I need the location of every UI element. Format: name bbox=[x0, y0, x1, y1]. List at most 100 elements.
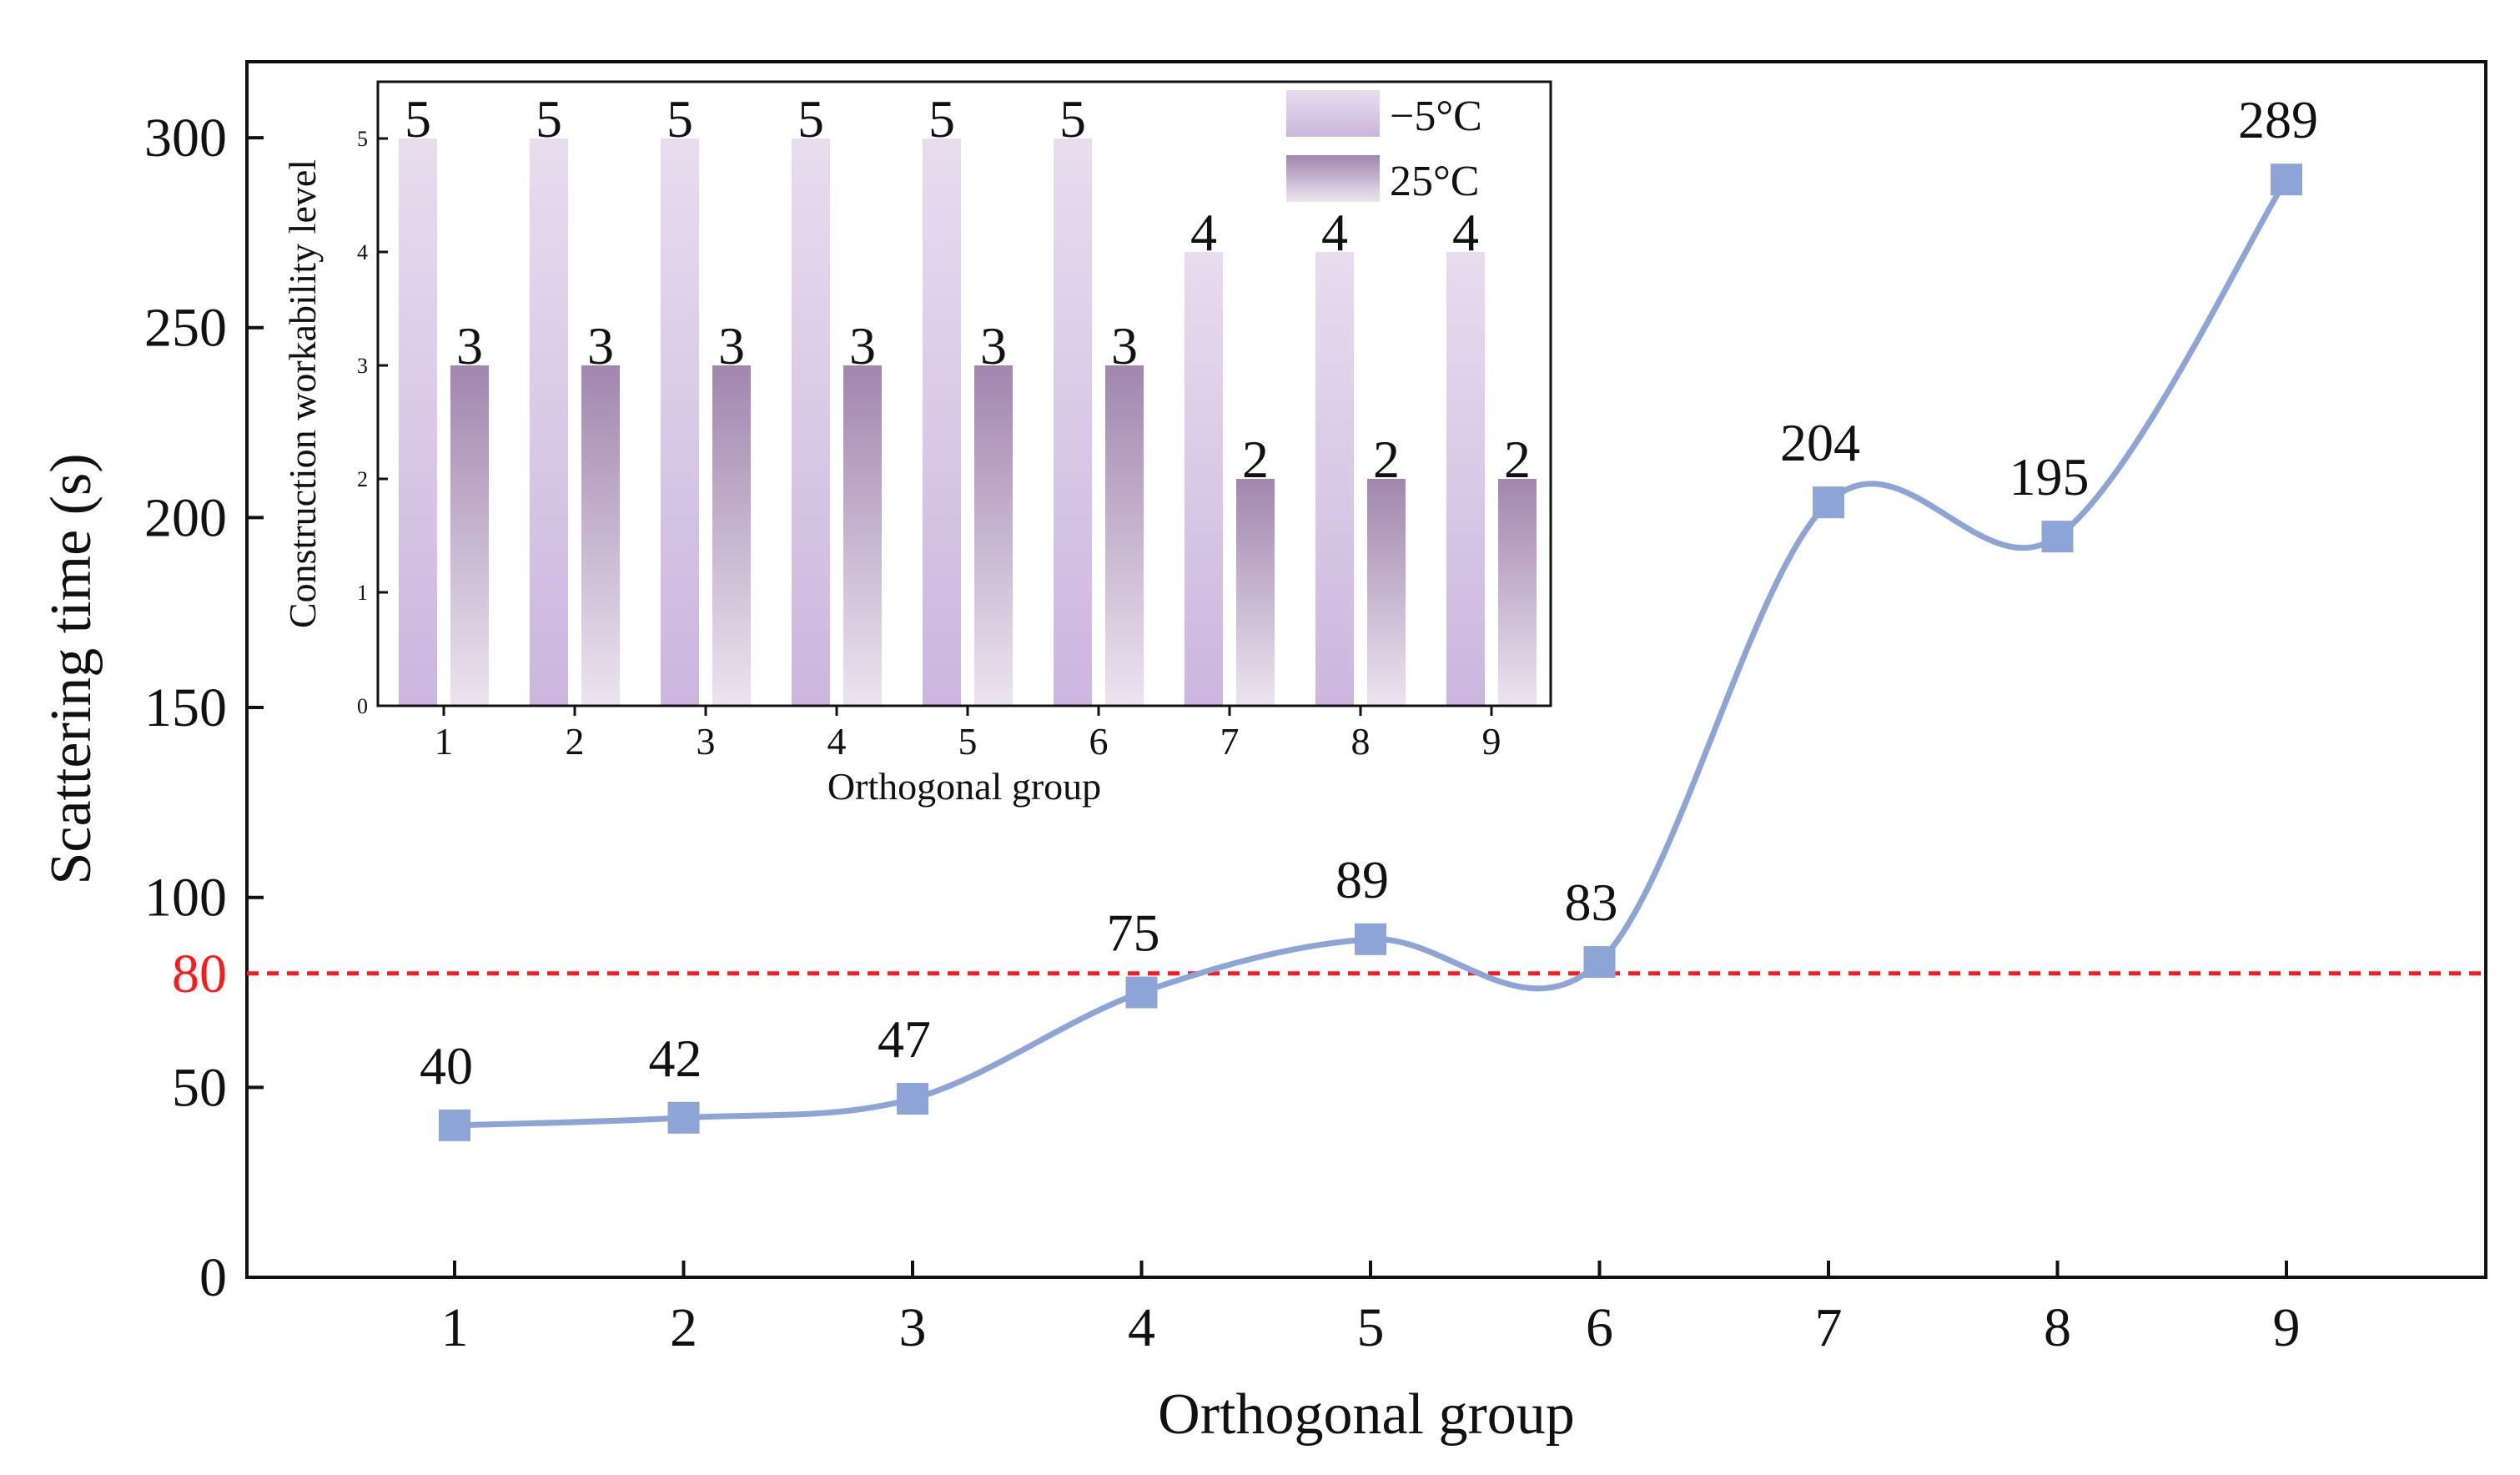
legend: −5°C 25°C bbox=[1286, 90, 1482, 205]
main-x-axis-label: Orthogonal group bbox=[1158, 1382, 1575, 1447]
inset-bar-label: 2 bbox=[1373, 430, 1400, 489]
inset-bar bbox=[923, 138, 961, 706]
main-y-tick-label: 100 bbox=[144, 868, 227, 929]
inset-bar-label: 3 bbox=[980, 316, 1007, 375]
inset-bar bbox=[1105, 365, 1144, 706]
main-x-axis: 1 2 3 4 5 6 7 8 9 bbox=[441, 1261, 2301, 1358]
main-y-tick-label: 50 bbox=[172, 1057, 227, 1118]
inset-bars bbox=[399, 138, 1537, 706]
series-marker bbox=[1355, 923, 1386, 955]
inset-bar bbox=[1054, 138, 1092, 706]
main-x-tick-label: 6 bbox=[1586, 1297, 1613, 1358]
inset-bar-label: 4 bbox=[1452, 203, 1479, 262]
series-data-label: 47 bbox=[878, 1009, 931, 1069]
inset-bar-label: 3 bbox=[456, 316, 483, 375]
inset-y-axis-label: Construction workability level bbox=[281, 159, 324, 628]
inset-x-tick-label: 5 bbox=[958, 720, 978, 763]
legend-swatch-minus5c bbox=[1286, 90, 1380, 137]
inset-bar bbox=[792, 138, 830, 706]
inset-x-tick-label: 2 bbox=[566, 720, 585, 763]
series-marker bbox=[439, 1109, 470, 1141]
inset-y-tick-label: 4 bbox=[357, 240, 368, 264]
inset-x-tick-label: 3 bbox=[697, 720, 716, 763]
inset-x-tick-label: 1 bbox=[435, 720, 454, 763]
main-y-tick-label: 150 bbox=[144, 677, 227, 738]
main-plot-frame bbox=[245, 60, 2487, 1279]
series-data-label: 289 bbox=[2238, 90, 2318, 149]
series-marker bbox=[2271, 164, 2302, 196]
inset-x-axis: 1 2 3 4 5 6 7 8 9 bbox=[435, 706, 1501, 763]
inset-bar bbox=[1367, 479, 1406, 706]
inset-bar-label: 2 bbox=[1504, 430, 1531, 489]
series-marker bbox=[2041, 521, 2074, 553]
series-marker bbox=[1813, 486, 1844, 519]
inset-bar bbox=[1185, 252, 1223, 706]
inset-bar bbox=[530, 138, 568, 706]
inset-bar bbox=[450, 365, 489, 706]
inset-y-tick-label: 3 bbox=[357, 354, 368, 378]
main-x-tick-label: 4 bbox=[1128, 1297, 1155, 1358]
inset-bar-label: 3 bbox=[587, 316, 614, 375]
series-markers bbox=[439, 164, 2302, 1141]
inset-bar bbox=[581, 365, 620, 706]
legend-label-25c: 25°C bbox=[1390, 158, 1479, 205]
inset-bar-label: 5 bbox=[536, 89, 562, 149]
legend-label-minus5c: −5°C bbox=[1390, 93, 1482, 140]
inset-bar bbox=[974, 365, 1013, 706]
inset-bar-label: 5 bbox=[1059, 89, 1086, 149]
series-marker bbox=[897, 1083, 928, 1115]
inset-y-tick-label: 5 bbox=[357, 127, 368, 151]
series-data-label: 75 bbox=[1107, 904, 1160, 963]
inset-bar-label: 5 bbox=[666, 89, 693, 149]
series-data-label: 204 bbox=[1780, 413, 1860, 472]
inset-x-axis-label: Orthogonal group bbox=[827, 765, 1101, 808]
main-x-tick-label: 7 bbox=[1815, 1297, 1843, 1358]
inset-x-tick-label: 4 bbox=[827, 720, 847, 763]
inset-bar bbox=[1446, 252, 1485, 706]
main-x-tick-label: 8 bbox=[2044, 1297, 2071, 1358]
inset-y-axis: 0 1 2 3 4 5 bbox=[357, 127, 388, 718]
inset-y-tick-label: 0 bbox=[357, 694, 368, 718]
series-data-label: 40 bbox=[420, 1036, 473, 1095]
inset-bar bbox=[1315, 252, 1354, 706]
series-line bbox=[454, 178, 2289, 1129]
inset-bar-label: 4 bbox=[1190, 203, 1217, 262]
main-x-tick-label: 2 bbox=[670, 1297, 697, 1358]
inset-bar bbox=[1236, 479, 1275, 706]
main-y-tick-label: 300 bbox=[144, 108, 227, 169]
inset-x-tick-label: 7 bbox=[1220, 720, 1240, 763]
main-y-tick-label: 0 bbox=[199, 1247, 227, 1308]
main-x-tick-label: 9 bbox=[2273, 1297, 2301, 1358]
inset-bar bbox=[661, 138, 699, 706]
inset-plot-border bbox=[376, 80, 1552, 707]
series-data-label: 83 bbox=[1565, 873, 1618, 932]
series-marker bbox=[667, 1101, 700, 1134]
main-x-tick-label: 3 bbox=[899, 1297, 927, 1358]
inset-bar-label: 3 bbox=[718, 316, 745, 375]
main-x-tick-label: 1 bbox=[441, 1297, 469, 1358]
inset-y-tick-label: 2 bbox=[357, 467, 368, 491]
series-data-label: 42 bbox=[649, 1029, 702, 1088]
inset-x-tick-label: 9 bbox=[1482, 720, 1501, 763]
inset-bar bbox=[399, 138, 437, 706]
main-y-tick-label: 200 bbox=[144, 487, 227, 548]
inset-bar-label: 4 bbox=[1321, 203, 1348, 262]
series-data-label: 195 bbox=[2009, 447, 2090, 506]
inset-bar-label: 5 bbox=[405, 89, 431, 149]
series-marker bbox=[1125, 976, 1158, 1009]
inset-x-tick-label: 8 bbox=[1351, 720, 1371, 763]
inset-bar bbox=[712, 365, 751, 706]
inset-bar-label: 5 bbox=[928, 89, 955, 149]
inset-x-tick-label: 6 bbox=[1089, 720, 1109, 763]
main-x-tick-label: 5 bbox=[1357, 1297, 1385, 1358]
inset-bar bbox=[843, 365, 882, 706]
series-data-label: 89 bbox=[1335, 850, 1389, 909]
inset-bar-label: 3 bbox=[849, 316, 876, 375]
inset-bar-label: 3 bbox=[1111, 316, 1138, 375]
main-y-axis-label: Scattering time (s) bbox=[39, 453, 103, 884]
inset-bar bbox=[1498, 479, 1537, 706]
